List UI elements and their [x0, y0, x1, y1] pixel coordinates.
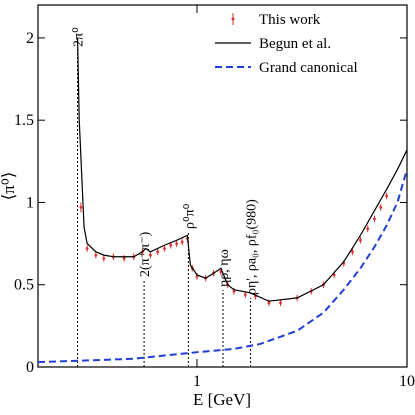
- data-point: [175, 242, 179, 245]
- data-point: [163, 247, 166, 250]
- legend-marker: [231, 17, 235, 21]
- data-point: [122, 257, 126, 260]
- data-point: [94, 253, 98, 257]
- y-axis-label: ⟨π⁰⟩: [0, 172, 18, 201]
- data-point: [85, 247, 89, 250]
- data-point: [366, 227, 370, 231]
- x-tick-label: 10: [399, 373, 415, 390]
- data-point: [379, 205, 383, 209]
- data-point: [385, 194, 389, 198]
- data-point: [195, 275, 199, 278]
- y-tick-label: 0: [26, 359, 34, 376]
- series-line: [76, 37, 408, 302]
- y-tick-label: 0.5: [14, 277, 34, 294]
- y-tick-label: 2: [26, 30, 34, 47]
- data-point: [359, 238, 362, 242]
- data-point: [279, 301, 282, 305]
- legend-label: Begun et al.: [259, 36, 331, 52]
- y-tick-label: 1: [26, 194, 34, 211]
- data-point: [373, 217, 376, 221]
- data-point: [243, 293, 247, 296]
- threshold-label: ηρ, ηω: [217, 249, 232, 287]
- data-point: [156, 250, 160, 254]
- data-point: [148, 253, 152, 257]
- threshold-label: ρη', ρa₀, ρf₀(980): [245, 199, 260, 295]
- data-point: [267, 301, 271, 305]
- data-point: [232, 289, 236, 293]
- data-point: [102, 257, 106, 260]
- data-point: [169, 243, 173, 247]
- data-point: [180, 240, 184, 244]
- data-point: [79, 205, 83, 209]
- threshold-label: 2π⁰: [72, 27, 87, 47]
- data-point: [351, 250, 354, 254]
- y-tick-label: 1.5: [14, 112, 34, 129]
- legend-label: This work: [259, 12, 321, 28]
- legend-label: Grand canonical: [259, 60, 358, 76]
- x-axis-label: E [GeV]: [193, 390, 251, 409]
- x-tick-label: 1: [193, 373, 201, 390]
- threshold-label: 2(π⁺π⁻): [138, 231, 153, 277]
- threshold-label: ρ⁰π⁰: [182, 203, 197, 229]
